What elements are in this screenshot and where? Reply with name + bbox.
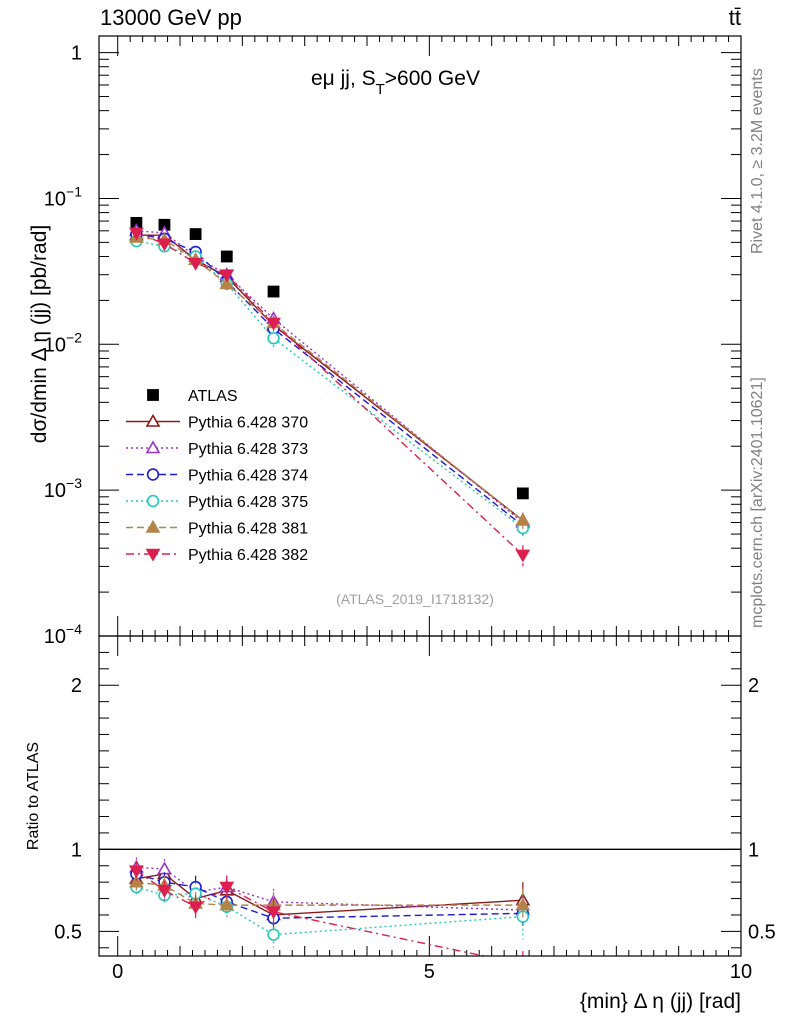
ratio-y-tick-label-right: 1 xyxy=(748,839,759,861)
legend: ATLAS Pythia 6.428 370 Pythia 6.428 373 Pyt… xyxy=(126,388,308,564)
ratio-point-pythia-6-428-382 xyxy=(188,901,203,915)
series-line-pythia-6-428-373 xyxy=(136,230,524,524)
main-plot-frame xyxy=(98,35,742,637)
ratio-line-pythia-6-428-382 xyxy=(135,870,488,956)
legend-marker-pythia-6-428-370 xyxy=(145,413,161,427)
ratio-point-pythia-6-428-382 xyxy=(129,865,144,879)
point-pythia-6-428-382 xyxy=(157,238,172,252)
legend-marker-pythia-6-428-374 xyxy=(146,468,160,481)
ratio-y-tick-label-right: 0.5 xyxy=(748,921,776,943)
ratio-point-pythia-6-428-373 xyxy=(157,861,172,875)
legend-label-pythia-6-428-381: Pythia 6.428 381 xyxy=(188,521,308,538)
point-atlas xyxy=(267,285,280,298)
ratio-point-pythia-6-428-375 xyxy=(267,928,280,941)
legend-marker-pythia-6-428-375 xyxy=(146,494,160,508)
ratio-point-pythia-6-428-381 xyxy=(219,897,235,911)
header-energy-label: 13000 GeV pp xyxy=(100,5,242,30)
main-plot-data xyxy=(129,216,531,567)
legend-marker-pythia-6-428-382 xyxy=(145,548,161,562)
point-atlas xyxy=(516,487,529,500)
main-y-tick-label: 10−3 xyxy=(44,475,82,502)
point-pythia-6-428-382 xyxy=(188,257,203,271)
x-tick-label: 10 xyxy=(730,961,752,983)
legend-label-pythia-6-428-373: Pythia 6.428 373 xyxy=(188,441,308,458)
main-y-tick-label: 10−1 xyxy=(44,183,82,210)
x-axis-label: {min} Δ η (jj) [rad] xyxy=(580,990,741,1013)
x-tick-label: 0 xyxy=(112,961,123,983)
ratio-point-pythia-6-428-382 xyxy=(219,881,235,895)
plot-title: eμ jj, ST>600 GeV xyxy=(311,67,480,98)
ratio-point-pythia-6-428-382 xyxy=(157,885,172,898)
side-rivet-text: Rivet 4.1.0, ≥ 3.2M events xyxy=(749,68,766,254)
legend-marker-pythia-6-428-373 xyxy=(145,440,161,454)
analysis-watermark: (ATLAS_2019_I1718132) xyxy=(336,591,494,607)
legend-label-atlas: ATLAS xyxy=(188,388,238,405)
point-atlas xyxy=(220,250,233,263)
ratio-point-pythia-6-428-382 xyxy=(266,906,281,920)
ratio-y-tick-label-right: 2 xyxy=(748,675,759,697)
ratio-y-tick-label-left: 0.5 xyxy=(54,921,82,943)
ratio-plot-frame xyxy=(98,635,742,957)
ratio-line-pythia-6-428-381 xyxy=(136,881,523,906)
axes: 1 10−1 10−2 10−3 10−4 0 5 10 0.5 0.5 1 1 2 2 xyxy=(44,36,776,983)
ratio-point-pythia-6-428-381 xyxy=(129,874,144,888)
point-pythia-6-428-375 xyxy=(267,332,280,345)
legend-marker-atlas xyxy=(147,389,159,401)
main-y-axis-label: dσ/dmin Δ η (jj) [pb/rad] xyxy=(28,225,51,443)
ratio-point-pythia-6-428-381 xyxy=(515,897,531,911)
ratio-plot-data xyxy=(99,848,741,971)
point-atlas xyxy=(189,228,202,240)
header-process-label: tt̄ xyxy=(729,5,741,30)
point-pythia-6-428-382 xyxy=(266,317,281,331)
ratio-point-pythia-6-428-382 xyxy=(517,960,529,971)
legend-label-pythia-6-428-382: Pythia 6.428 382 xyxy=(188,547,308,564)
ratio-y-tick-label-left: 2 xyxy=(71,675,82,697)
legend-label-pythia-6-428-370: Pythia 6.428 370 xyxy=(188,415,308,432)
series-line-pythia-6-428-375 xyxy=(136,240,524,529)
ratio-y-tick-label-left: 1 xyxy=(71,839,82,861)
ratio-line-pythia-6-428-375 xyxy=(136,886,523,936)
point-pythia-6-428-381 xyxy=(515,512,531,526)
x-tick-label: 5 xyxy=(424,961,435,983)
main-y-tick-label: 1 xyxy=(71,43,82,65)
legend-marker-pythia-6-428-381 xyxy=(145,519,161,533)
point-pythia-6-428-382 xyxy=(219,269,235,283)
side-mcplots-text: mcplots.cern.ch [arXiv:2401.10621] xyxy=(749,377,766,628)
main-y-tick-label: 10−2 xyxy=(44,329,82,356)
main-y-tick-label: 10−4 xyxy=(44,621,82,648)
point-pythia-6-428-382 xyxy=(515,549,531,563)
point-pythia-6-428-381 xyxy=(219,276,235,290)
legend-label-pythia-6-428-375: Pythia 6.428 375 xyxy=(188,494,308,511)
ratio-y-axis-label: Ratio to ATLAS xyxy=(25,742,42,850)
legend-label-pythia-6-428-374: Pythia 6.428 374 xyxy=(188,468,308,485)
point-pythia-6-428-382 xyxy=(129,227,144,241)
